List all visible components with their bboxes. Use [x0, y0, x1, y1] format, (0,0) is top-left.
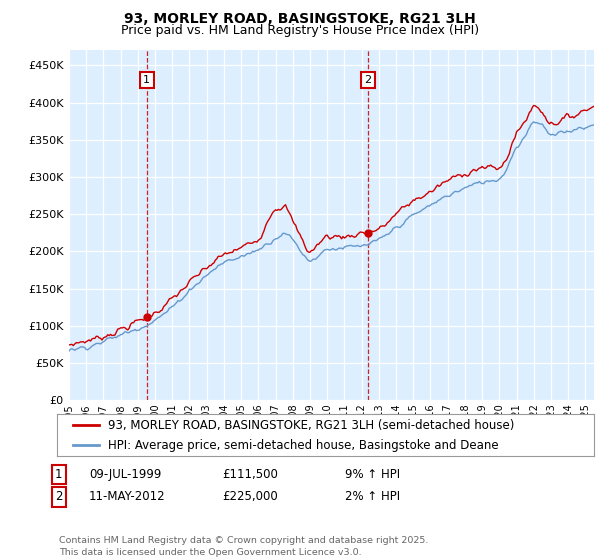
Text: 09-JUL-1999: 09-JUL-1999: [89, 468, 161, 481]
Text: 2: 2: [364, 75, 371, 85]
Text: £225,000: £225,000: [222, 490, 278, 503]
Text: 1: 1: [143, 75, 151, 85]
Text: Price paid vs. HM Land Registry's House Price Index (HPI): Price paid vs. HM Land Registry's House …: [121, 24, 479, 36]
Text: £111,500: £111,500: [222, 468, 278, 481]
Text: 93, MORLEY ROAD, BASINGSTOKE, RG21 3LH: 93, MORLEY ROAD, BASINGSTOKE, RG21 3LH: [124, 12, 476, 26]
Text: 11-MAY-2012: 11-MAY-2012: [89, 490, 166, 503]
Text: 2% ↑ HPI: 2% ↑ HPI: [345, 490, 400, 503]
Text: Contains HM Land Registry data © Crown copyright and database right 2025.
This d: Contains HM Land Registry data © Crown c…: [59, 536, 428, 557]
Text: 1: 1: [55, 468, 62, 481]
Legend: 93, MORLEY ROAD, BASINGSTOKE, RG21 3LH (semi-detached house), HPI: Average price: 93, MORLEY ROAD, BASINGSTOKE, RG21 3LH (…: [68, 414, 520, 456]
Text: 9% ↑ HPI: 9% ↑ HPI: [345, 468, 400, 481]
Text: 2: 2: [55, 490, 62, 503]
